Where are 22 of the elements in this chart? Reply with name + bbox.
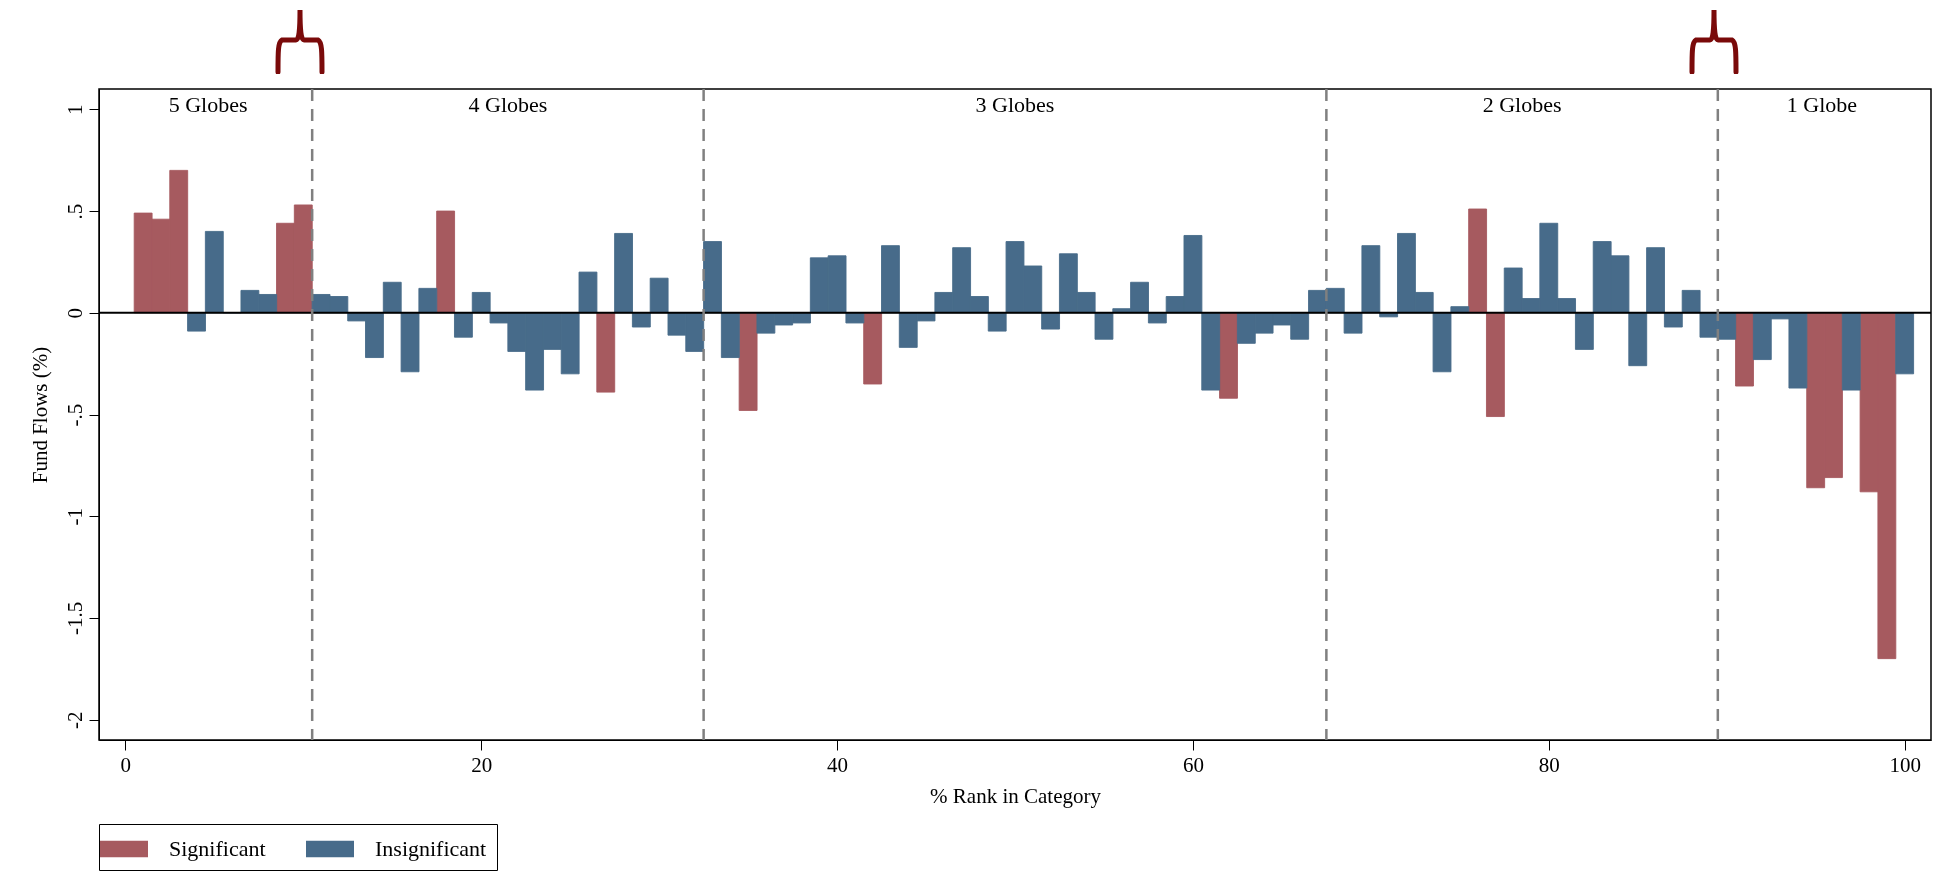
x-axis-title: % Rank in Category: [930, 783, 1102, 808]
y-tick-label: -1: [62, 507, 87, 526]
y-tick-label: -2: [62, 711, 87, 729]
y-tick-label: -.5: [62, 403, 87, 427]
x-tick-label: 100: [1889, 752, 1921, 777]
annotation: 1 Globe: [1786, 92, 1858, 117]
x-tick-label: 0: [120, 752, 132, 777]
x-tick-label: 20: [471, 752, 493, 777]
x-tick-label: 60: [1182, 752, 1204, 777]
x-tick-label: 40: [827, 752, 849, 777]
y-tick-label: 1: [62, 104, 87, 116]
annotation: 2 Globes: [1482, 92, 1562, 117]
legend-label: Significant: [169, 836, 266, 861]
y-tick-label: -1.5: [62, 601, 87, 636]
annotation: 3 Globes: [975, 92, 1055, 117]
annotation: 4 Globes: [468, 92, 548, 117]
legend-label: Insignificant: [375, 836, 487, 861]
y-axis-title: Fund Flows (%): [27, 346, 52, 484]
y-tick-label: .5: [62, 203, 87, 220]
annotation: 5 Globes: [168, 92, 248, 117]
y-tick-label: 0: [62, 308, 87, 319]
x-tick-label: 80: [1538, 752, 1560, 777]
